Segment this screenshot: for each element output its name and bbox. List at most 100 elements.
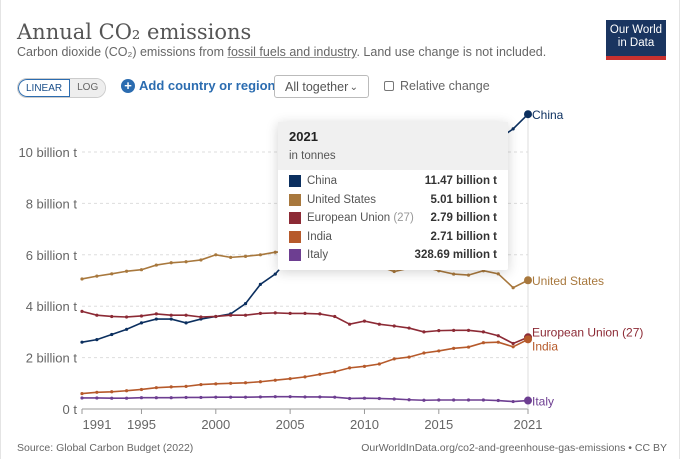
- tooltip-row: India 2.71 billion t: [278, 228, 508, 247]
- data-point: [229, 395, 233, 399]
- data-point: [481, 330, 485, 334]
- data-point: [184, 313, 188, 317]
- data-point: [139, 314, 144, 318]
- tooltip: 2021 in tonnes China 11.47 billion t Unite…: [278, 122, 508, 270]
- data-point: [496, 340, 500, 344]
- tooltip-value: 11.47 billion t: [424, 175, 497, 188]
- data-point: [80, 391, 84, 396]
- series-label[interactable]: Italy: [532, 395, 554, 409]
- data-point: [303, 395, 307, 399]
- tooltip-entity: China: [307, 175, 338, 188]
- data-point: [273, 250, 277, 254]
- series-label[interactable]: European Union (27): [532, 325, 643, 339]
- data-point: [154, 263, 158, 267]
- data-point: [392, 324, 396, 328]
- tooltip-row: United States 5.01 billion t: [278, 191, 508, 210]
- data-point: [125, 396, 129, 400]
- subtitle-text: Carbon dioxide (CO₂) emissions from: [17, 45, 228, 59]
- data-point: [377, 322, 381, 326]
- series-label[interactable]: India: [532, 339, 558, 353]
- data-point: [95, 313, 99, 317]
- legend-swatch: [289, 193, 301, 206]
- tooltip-entity: India: [307, 230, 332, 243]
- data-point: [125, 327, 129, 331]
- series-india[interactable]: India: [80, 335, 558, 396]
- data-point: [154, 386, 158, 390]
- relative-change-checkbox[interactable]: Relative change: [384, 79, 490, 93]
- data-point: [258, 253, 262, 257]
- data-point: [392, 397, 396, 401]
- series-line: [81, 338, 529, 395]
- data-point: [511, 345, 515, 349]
- series-european-union-[interactable]: European Union (27): [80, 309, 643, 346]
- tooltip-value: 2.79 billion t: [430, 212, 497, 225]
- data-point: [258, 395, 262, 399]
- data-point: [110, 272, 114, 276]
- data-point: [229, 255, 233, 259]
- data-point: [466, 328, 471, 332]
- x-tick-label: 1995: [127, 417, 156, 432]
- tooltip-row: Italy 328.69 million t: [278, 246, 508, 265]
- data-point: [303, 375, 307, 379]
- data-point: [214, 382, 218, 386]
- series-line: [81, 310, 529, 345]
- data-point: [377, 362, 381, 366]
- legend-swatch: [289, 249, 301, 262]
- data-point: [184, 384, 188, 388]
- url-link[interactable]: OurWorldInData.org/co2-and-greenhouse-ga…: [361, 442, 667, 454]
- data-point: [362, 396, 367, 400]
- legend-swatch: [289, 175, 301, 188]
- data-point: [481, 398, 485, 402]
- data-point: [273, 272, 277, 276]
- chart-title: Annual CO₂ emissions: [17, 20, 252, 44]
- subtitle-link[interactable]: fossil fuels and industry: [227, 45, 357, 59]
- data-point: [452, 346, 456, 350]
- end-marker: [524, 396, 532, 405]
- tooltip-value: 2.71 billion t: [430, 230, 497, 243]
- end-marker: [524, 335, 532, 344]
- checkbox-icon: [384, 81, 394, 91]
- linear-button[interactable]: LINEAR: [18, 79, 71, 97]
- tooltip-row: European Union (27) 2.79 billion t: [278, 209, 508, 228]
- data-point: [348, 366, 352, 370]
- data-point: [258, 282, 262, 286]
- data-point: [110, 390, 114, 394]
- log-button[interactable]: LOG: [70, 79, 106, 97]
- data-point: [392, 269, 396, 274]
- data-point: [348, 322, 352, 326]
- data-point: [481, 341, 485, 345]
- y-tick-label: 8 billion t: [26, 196, 78, 211]
- chevron-down-icon: ⌄: [349, 82, 358, 93]
- data-point: [318, 372, 322, 376]
- data-point: [154, 396, 158, 400]
- x-tick-label: 2021: [514, 417, 543, 432]
- data-point: [303, 311, 307, 315]
- tooltip-entity: European Union (27): [307, 212, 414, 225]
- end-marker: [524, 110, 532, 119]
- series-label[interactable]: United States: [532, 274, 604, 288]
- x-tick-label: 2010: [350, 417, 379, 432]
- data-point: [511, 127, 515, 131]
- data-point: [392, 357, 396, 361]
- data-point: [125, 389, 129, 393]
- data-point: [229, 313, 233, 317]
- data-point: [362, 364, 367, 368]
- data-point: [184, 260, 188, 264]
- subtitle-text-end: . Land use change is not included.: [356, 45, 547, 59]
- series-label[interactable]: China: [532, 108, 564, 122]
- data-point: [199, 258, 203, 262]
- data-point: [437, 329, 441, 333]
- data-point: [243, 302, 248, 306]
- data-point: [139, 268, 144, 272]
- owid-logo[interactable]: Our World in Data: [606, 20, 666, 60]
- data-point: [169, 385, 173, 389]
- data-point: [243, 313, 248, 317]
- add-country-button[interactable]: + Add country or region: [121, 78, 276, 93]
- series-italy[interactable]: Italy: [80, 395, 554, 409]
- data-point: [318, 395, 322, 399]
- data-point: [169, 261, 173, 265]
- data-point: [169, 396, 173, 400]
- stacking-select[interactable]: All together ⌄: [274, 75, 369, 98]
- data-point: [80, 309, 84, 313]
- data-point: [288, 395, 292, 399]
